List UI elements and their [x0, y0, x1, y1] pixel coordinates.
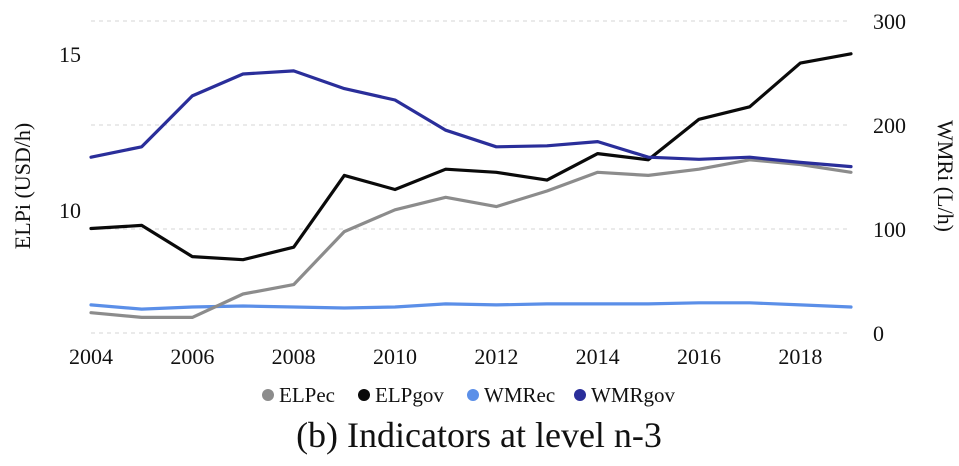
series-line-wmrgov	[91, 71, 851, 167]
legend-marker	[262, 389, 274, 401]
right-tick-label: 0	[873, 321, 884, 346]
legend-item-wmrec: WMRec	[467, 383, 555, 407]
left-axis-ticks: 10 15	[59, 42, 81, 223]
left-tick-label: 15	[59, 42, 81, 67]
x-tick-label: 2016	[677, 344, 721, 369]
x-tick-label: 2012	[474, 344, 518, 369]
right-tick-label: 100	[873, 217, 906, 242]
x-axis-ticks: 2004 2006 2008 2010 2012 2014 2016 2018	[69, 344, 822, 369]
x-tick-label: 2008	[272, 344, 316, 369]
legend-label: ELPgov	[375, 383, 444, 407]
series-lines	[91, 54, 851, 318]
series-line-wmrec	[91, 303, 851, 309]
legend-item-elpgov: ELPgov	[358, 383, 444, 407]
x-tick-label: 2014	[576, 344, 620, 369]
left-axis-title: ELPi (USD/h)	[10, 123, 35, 250]
right-axis-title: WMRi (L/h)	[933, 120, 958, 232]
legend: ELPec ELPgov WMRec WMRgov	[262, 383, 676, 407]
legend-label: ELPec	[279, 383, 335, 407]
legend-marker	[574, 389, 586, 401]
gridlines	[91, 21, 851, 333]
legend-label: WMRgov	[591, 383, 676, 407]
legend-marker	[467, 389, 479, 401]
x-tick-label: 2006	[170, 344, 214, 369]
legend-marker	[358, 389, 370, 401]
x-tick-label: 2018	[778, 344, 822, 369]
left-tick-label: 10	[59, 198, 81, 223]
series-line-elpec	[91, 160, 851, 318]
right-axis-ticks: 0 100 200 300	[873, 9, 906, 346]
x-tick-label: 2004	[69, 344, 113, 369]
chart-caption: (b) Indicators at level n-3	[296, 415, 662, 455]
legend-item-wmrgov: WMRgov	[574, 383, 676, 407]
legend-item-elpec: ELPec	[262, 383, 335, 407]
right-tick-label: 300	[873, 9, 906, 34]
right-tick-label: 200	[873, 113, 906, 138]
x-tick-label: 2010	[373, 344, 417, 369]
legend-label: WMRec	[484, 383, 555, 407]
